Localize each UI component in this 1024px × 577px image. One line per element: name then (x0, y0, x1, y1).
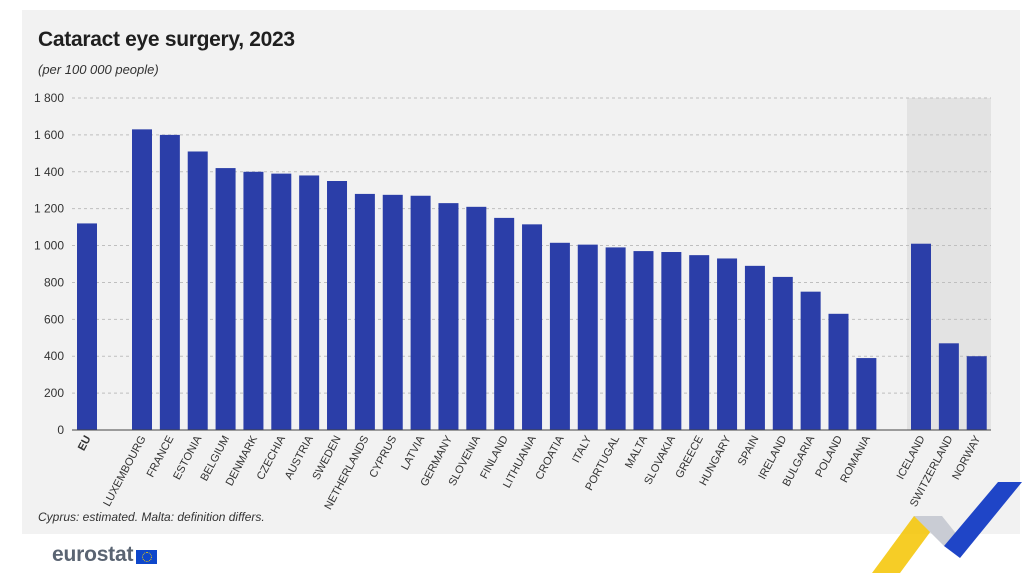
bar-cyprus (382, 194, 403, 430)
y-tick-label: 800 (44, 275, 64, 289)
logo-text: eurostat (52, 543, 134, 566)
bar-france (159, 134, 180, 430)
y-tick-label: 1 000 (34, 239, 64, 253)
bar-lithuania (522, 224, 543, 430)
x-tick-label: POLAND (813, 434, 845, 480)
chart-title: Cataract eye surgery, 2023 (38, 28, 295, 51)
bar-malta (633, 251, 654, 430)
y-tick-label: 1 600 (34, 128, 64, 142)
bar-spain (744, 265, 765, 430)
bar-sweden (327, 181, 348, 430)
corner-decoration-icon (872, 482, 1022, 573)
x-tick-label: ITALY (570, 433, 594, 465)
x-tick-label: FRANCE (145, 434, 177, 480)
x-tick-label: NORWAY (950, 433, 983, 482)
bar-denmark (243, 171, 264, 430)
y-tick-label: 0 (57, 423, 64, 437)
bar-slovakia (661, 252, 682, 430)
y-tick-label: 600 (44, 312, 64, 326)
x-tick-label: CROATIA (533, 433, 566, 482)
bar-croatia (549, 242, 570, 430)
x-tick-label: LATVIA (399, 433, 427, 472)
bar-norway (966, 356, 987, 430)
chart-subtitle: (per 100 000 people) (38, 62, 159, 77)
y-tick-label: 1 200 (34, 202, 64, 216)
bar-bulgaria (800, 291, 821, 430)
x-tick-label: CYPRUS (367, 434, 399, 480)
y-tick-label: 400 (44, 349, 64, 363)
bar-poland (828, 313, 849, 430)
footnote: Cyprus: estimated. Malta: definition dif… (38, 510, 265, 524)
x-tick-label: EU (76, 434, 94, 453)
bar-germany (438, 203, 459, 430)
bar-finland (494, 217, 515, 430)
x-tick-label: SPAIN (736, 434, 762, 468)
eurostat-logo: eurostat (52, 543, 158, 567)
bar-iceland (911, 243, 931, 430)
bar-switzerland (938, 343, 959, 430)
eu-flag-icon (136, 549, 158, 564)
bar-romania (856, 358, 877, 430)
bar-ireland (772, 276, 793, 430)
bar-italy (577, 244, 598, 430)
y-tick-label: 200 (44, 386, 64, 400)
bar-czechia (271, 173, 292, 430)
y-tick-label: 1 400 (34, 165, 64, 179)
y-tick-label: 1 800 (34, 91, 64, 105)
bar-eu (77, 223, 97, 430)
bar-portugal (605, 247, 626, 430)
bar-austria (299, 175, 320, 430)
bar-estonia (187, 151, 208, 430)
bar-latvia (410, 195, 431, 430)
x-tick-label: MALTA (623, 433, 650, 470)
bar-slovenia (466, 206, 487, 430)
bar-belgium (215, 168, 236, 431)
bar-luxembourg (132, 129, 152, 430)
x-tick-label: LUXEMBOURG (101, 434, 148, 509)
bar-hungary (717, 258, 738, 430)
bar-netherlands (354, 193, 375, 430)
bar-greece (689, 255, 710, 430)
